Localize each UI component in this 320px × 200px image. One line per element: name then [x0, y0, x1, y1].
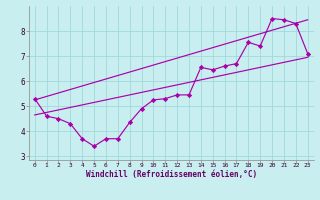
- X-axis label: Windchill (Refroidissement éolien,°C): Windchill (Refroidissement éolien,°C): [86, 170, 257, 179]
